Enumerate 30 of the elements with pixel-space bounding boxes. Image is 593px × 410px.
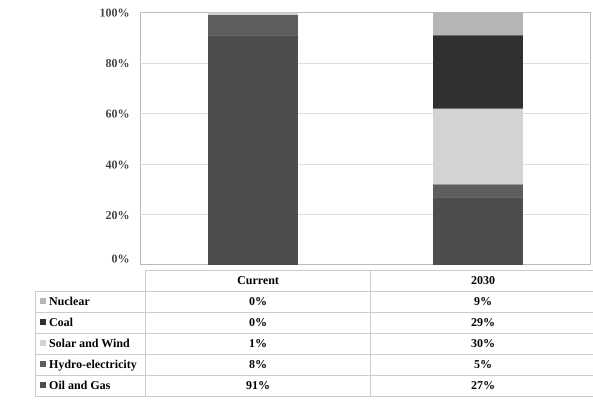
y-tick-label: 80% bbox=[106, 56, 130, 70]
data-label: 91% bbox=[146, 376, 370, 396]
data-label: 1% bbox=[146, 334, 370, 354]
bar bbox=[208, 15, 298, 36]
data-label: 0% bbox=[146, 292, 370, 312]
data-label: 27% bbox=[370, 376, 593, 396]
y-tick-label: 40% bbox=[106, 157, 130, 172]
data-label: 9% bbox=[370, 292, 593, 312]
legend-label: Nuclear bbox=[36, 292, 146, 312]
legend-label: Hydro-electricity bbox=[36, 354, 146, 376]
data-label: 8% bbox=[146, 354, 370, 376]
legend-label: Oil and Gas bbox=[36, 376, 146, 396]
bar bbox=[208, 35, 298, 265]
y-tick-label: 0% bbox=[112, 252, 130, 266]
y-tick-label: 60% bbox=[106, 106, 130, 121]
x-tick-label: 2030 bbox=[370, 270, 593, 292]
data-label: 29% bbox=[370, 312, 593, 334]
legend-label: Solar and Wind bbox=[36, 334, 146, 354]
y-tick-label: 100% bbox=[100, 6, 130, 20]
bar bbox=[433, 184, 523, 198]
bar bbox=[208, 12, 298, 16]
data-label: 0% bbox=[146, 312, 370, 334]
x-tick-label: Current bbox=[146, 270, 370, 292]
data-label: 30% bbox=[370, 334, 593, 354]
bar bbox=[433, 197, 523, 265]
bar bbox=[433, 35, 523, 109]
legend-label: Coal bbox=[36, 312, 146, 334]
y-tick-label: 20% bbox=[106, 208, 130, 222]
bar bbox=[433, 108, 523, 185]
data-label: 5% bbox=[370, 354, 593, 376]
